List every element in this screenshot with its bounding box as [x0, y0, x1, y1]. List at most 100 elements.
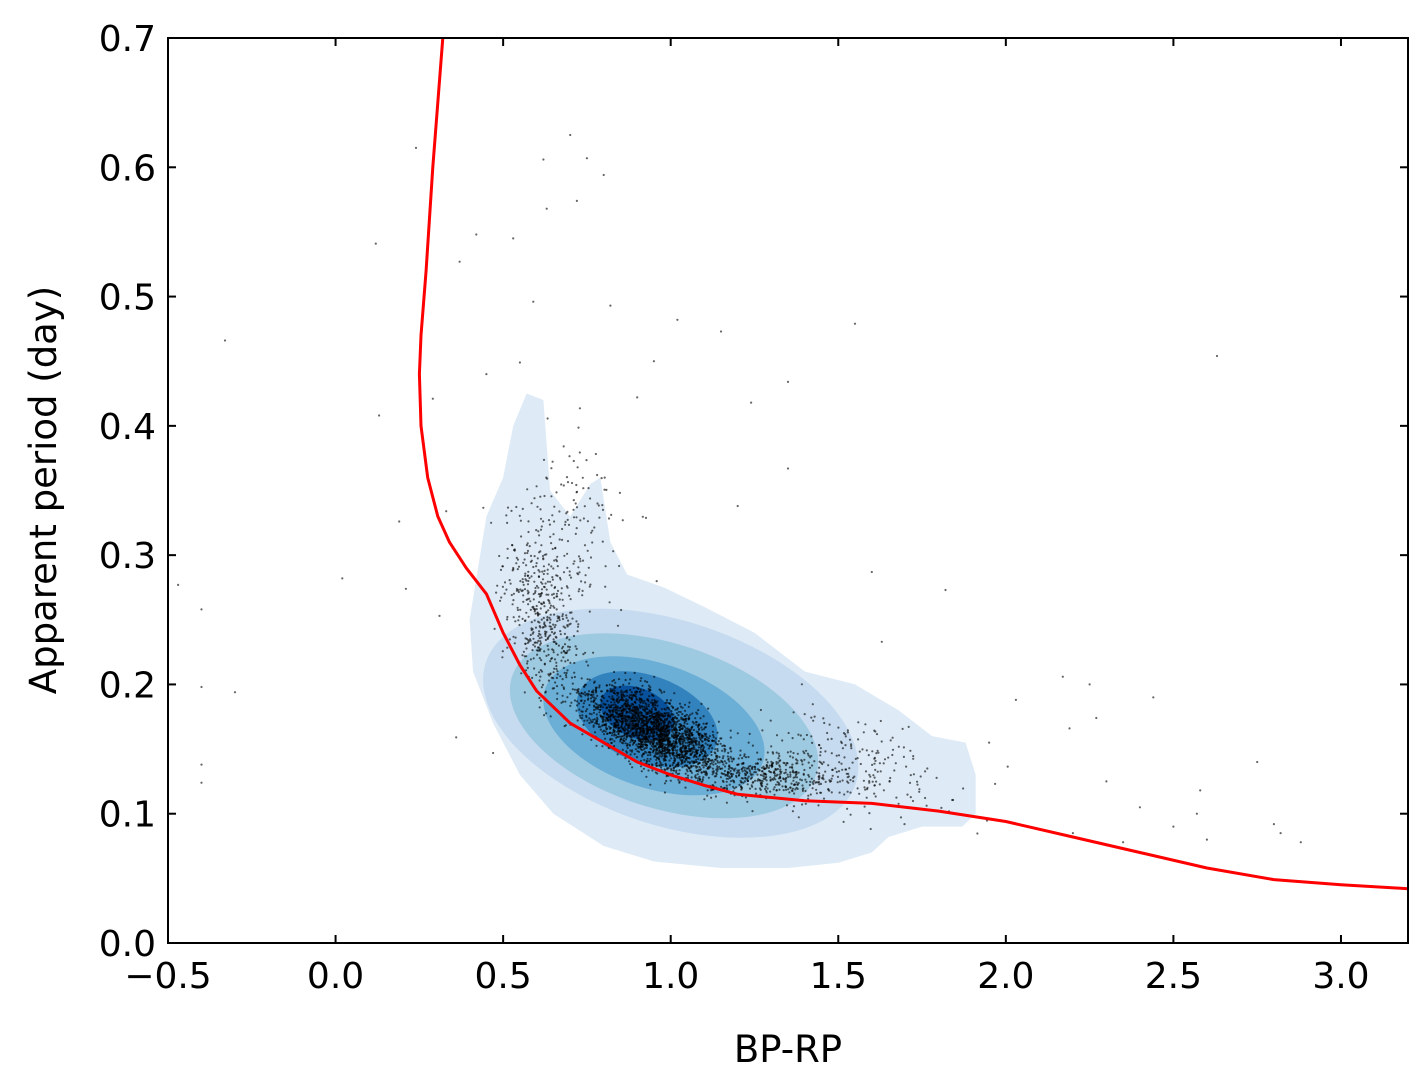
- scatter-point: [818, 744, 821, 747]
- scatter-point: [615, 699, 618, 703]
- scatter-point: [815, 792, 819, 795]
- scatter-point: [554, 585, 557, 589]
- scatter-point: [519, 519, 523, 522]
- scatter-point: [602, 712, 605, 715]
- scatter-point: [690, 766, 693, 769]
- scatter-point: [759, 781, 762, 785]
- scatter-point: [775, 760, 778, 764]
- scatter-point: [774, 778, 777, 781]
- scatter-point: [795, 781, 798, 784]
- scatter-point: [665, 699, 669, 702]
- scatter-point: [531, 606, 534, 609]
- scatter-point: [653, 748, 656, 751]
- scatter-point: [561, 613, 564, 616]
- scatter-point: [543, 605, 546, 608]
- scatter-point: [688, 743, 691, 747]
- scatter-point: [648, 726, 651, 729]
- scatter-point: [635, 756, 639, 759]
- scatter-point: [583, 505, 586, 508]
- scatter-point: [700, 734, 704, 737]
- scatter-point: [753, 765, 756, 768]
- scatter-point: [551, 547, 554, 551]
- scatter-point: [683, 760, 686, 763]
- scatter-point: [655, 580, 658, 583]
- scatter-point: [645, 775, 648, 778]
- scatter-point: [754, 771, 758, 774]
- scatter-point: [618, 707, 622, 710]
- scatter-point: [805, 749, 808, 752]
- scatter-point: [741, 777, 745, 780]
- scatter-point: [1122, 841, 1125, 844]
- scatter-point: [697, 732, 700, 735]
- scatter-point: [718, 765, 721, 769]
- scatter-point: [542, 520, 545, 523]
- scatter-point: [629, 726, 632, 730]
- scatter-point: [747, 765, 750, 768]
- scatter-point: [532, 300, 535, 303]
- scatter-point: [539, 642, 543, 645]
- scatter-point: [823, 721, 826, 725]
- scatter-point: [641, 721, 644, 724]
- scatter-point: [670, 757, 673, 760]
- scatter-point: [818, 783, 821, 786]
- scatter-point: [544, 625, 547, 628]
- scatter-point: [864, 723, 867, 726]
- scatter-point: [555, 676, 559, 680]
- scatter-point: [849, 791, 852, 794]
- scatter-point: [668, 754, 672, 757]
- scatter-point: [551, 514, 554, 517]
- scatter-point: [606, 699, 609, 703]
- scatter-point: [784, 764, 788, 767]
- scatter-point: [766, 761, 769, 764]
- scatter-point: [796, 759, 799, 762]
- scatter-point: [445, 510, 448, 513]
- scatter-point: [592, 725, 595, 728]
- scatter-point: [568, 638, 571, 641]
- scatter-point: [553, 606, 556, 609]
- scatter-point: [686, 731, 690, 734]
- scatter-point: [730, 757, 733, 760]
- scatter-point: [729, 780, 733, 783]
- scatter-point: [864, 770, 868, 773]
- scatter-point: [544, 582, 547, 585]
- scatter-point: [609, 719, 612, 722]
- scatter-point: [613, 725, 616, 728]
- scatter-point: [577, 590, 580, 593]
- scatter-point: [664, 738, 667, 741]
- scatter-point: [784, 777, 787, 780]
- scatter-point: [673, 736, 676, 739]
- scatter-point: [551, 460, 554, 463]
- scatter-point: [894, 762, 897, 765]
- scatter-point: [791, 787, 795, 790]
- scatter-point: [661, 721, 664, 724]
- scatter-point: [741, 757, 744, 760]
- scatter-point: [536, 505, 539, 508]
- x-tick-label: 0.5: [475, 956, 532, 997]
- scatter-point: [829, 780, 832, 783]
- scatter-point: [748, 770, 752, 773]
- scatter-point: [733, 781, 736, 784]
- scatter-point: [697, 725, 700, 729]
- scatter-point: [870, 570, 873, 574]
- scatter-point: [707, 757, 710, 761]
- scatter-point: [506, 646, 509, 649]
- scatter-point: [729, 736, 732, 739]
- scatter-point: [672, 728, 675, 732]
- scatter-point: [912, 757, 915, 760]
- scatter-point: [699, 748, 703, 751]
- scatter-point: [500, 596, 503, 599]
- scatter-point: [688, 757, 691, 760]
- scatter-point: [547, 563, 551, 566]
- scatter-point: [678, 702, 682, 705]
- scatter-point: [863, 805, 866, 808]
- scatter-point: [688, 741, 691, 744]
- scatter-point: [645, 722, 648, 725]
- scatter-point: [599, 705, 602, 708]
- scatter-point: [556, 589, 560, 593]
- scatter-point: [888, 780, 891, 783]
- scatter-point: [547, 519, 551, 522]
- scatter-point: [775, 751, 778, 754]
- scatter-point: [786, 380, 790, 383]
- scatter-point: [547, 593, 550, 596]
- scatter-point: [555, 592, 559, 595]
